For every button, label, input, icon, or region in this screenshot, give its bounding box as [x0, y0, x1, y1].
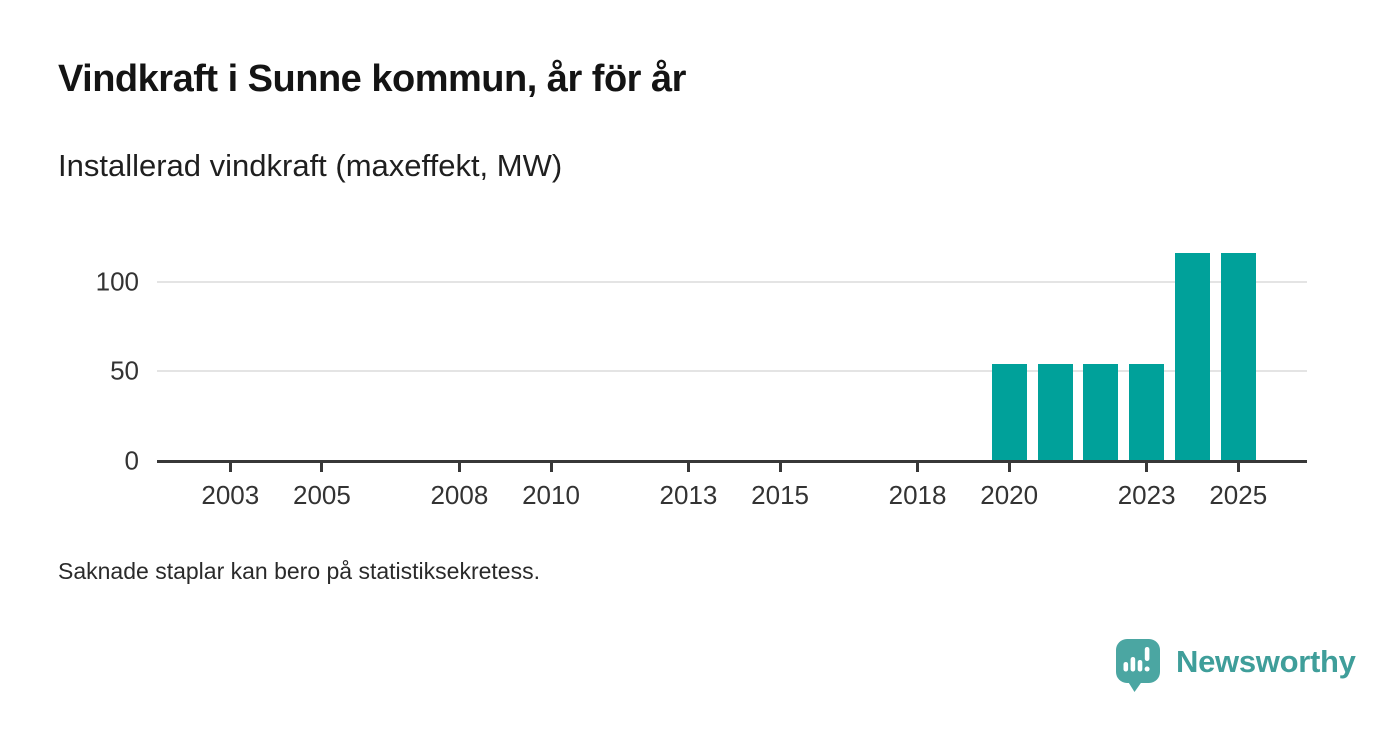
- x-tick-label-2005: 2005: [293, 480, 351, 510]
- y-tick-label-100: 100: [95, 266, 139, 297]
- x-tick-2010: [549, 462, 553, 472]
- chart-title: Vindkraft i Sunne kommun, år för år: [58, 58, 686, 100]
- gridline-100: [157, 280, 1307, 283]
- x-tick-2020: [1007, 462, 1011, 472]
- bar-2024: [1174, 253, 1210, 461]
- x-tick-2025: [1236, 462, 1240, 472]
- x-tick-label-2025: 2025: [1209, 480, 1268, 510]
- x-tick-label-2008: 2008: [430, 480, 489, 510]
- x-tick-label-2010: 2010: [522, 480, 580, 510]
- plot-area: 0 50 100 2003 2005 2008 2010 2013 2015 2018 2020 20…: [96, 228, 1307, 510]
- x-tick-label-2003: 2003: [201, 480, 260, 510]
- x-tick-2005: [320, 462, 324, 472]
- x-axis-line: [157, 460, 1307, 463]
- gridline-50: [157, 370, 1307, 373]
- x-tick-label-2020: 2020: [980, 480, 1039, 510]
- x-tick-2015: [778, 462, 782, 472]
- x-tick-2023: [1145, 462, 1149, 472]
- newsworthy-wordmark: Newsworthy: [1176, 644, 1356, 679]
- bar-2022: [1083, 364, 1119, 461]
- bar-2023: [1129, 364, 1165, 461]
- chart-subtitle: Installerad vindkraft (maxeffekt, MW): [58, 148, 563, 183]
- speech-bubble-bar-chart-icon: [1116, 639, 1160, 692]
- x-tick-label-2015: 2015: [751, 480, 810, 510]
- y-tick-label-0: 0: [124, 445, 139, 476]
- x-tick-label-2023: 2023: [1117, 480, 1176, 510]
- x-tick-2003: [228, 462, 232, 472]
- x-tick-label-2018: 2018: [888, 480, 947, 510]
- bar-2025: [1220, 253, 1256, 461]
- x-tick-2018: [916, 462, 920, 472]
- bar-2020: [991, 364, 1027, 461]
- x-tick-2008: [457, 462, 461, 472]
- x-tick-2013: [686, 462, 690, 472]
- y-tick-label-50: 50: [110, 355, 139, 386]
- x-tick-label-2013: 2013: [659, 480, 718, 510]
- bar-2021: [1037, 364, 1073, 461]
- newsworthy-logo: Newsworthy: [1115, 638, 1356, 693]
- chart-footnote: Saknade staplar kan bero på statistiksek…: [58, 558, 540, 584]
